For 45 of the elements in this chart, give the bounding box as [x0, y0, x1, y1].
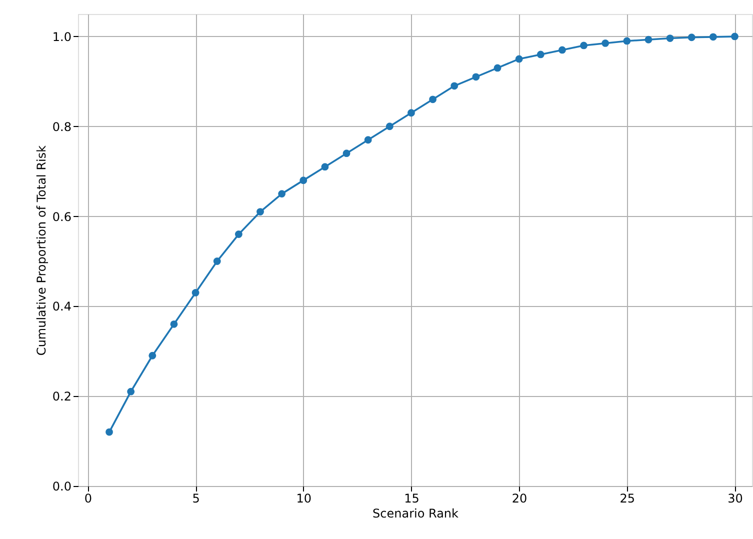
point — [580, 42, 588, 50]
x-tick-label: 15 — [404, 492, 420, 506]
point — [342, 150, 350, 158]
x-tick-label: 25 — [620, 492, 636, 506]
point — [709, 33, 717, 41]
point — [386, 122, 394, 130]
point — [408, 109, 415, 117]
point — [731, 32, 738, 40]
point — [192, 289, 200, 296]
point — [450, 82, 458, 90]
point — [623, 37, 631, 45]
y-tick-label: 0.6 — [52, 210, 72, 224]
point — [213, 258, 221, 265]
y-tick-label: 0.4 — [52, 300, 72, 314]
y-tick-label: 0.0 — [52, 480, 72, 494]
point — [364, 136, 372, 144]
point — [321, 163, 329, 171]
point — [127, 388, 135, 396]
point — [536, 50, 544, 58]
point — [234, 230, 242, 238]
point — [106, 428, 113, 436]
x-axis-title: Scenario Rank — [372, 506, 459, 520]
point — [256, 208, 264, 216]
point — [644, 36, 652, 44]
point — [515, 55, 523, 63]
x-tick-label: 0 — [84, 492, 92, 506]
x-tick-label: 5 — [192, 492, 200, 506]
point — [148, 352, 156, 360]
point — [472, 73, 480, 81]
x-tick-label: 20 — [512, 492, 528, 506]
point — [494, 64, 502, 72]
point — [300, 176, 308, 184]
point — [666, 34, 674, 42]
x-tick-label: 30 — [728, 492, 743, 506]
point — [558, 46, 566, 54]
x-tick-label: 10 — [296, 492, 312, 506]
y-tick-label: 0.2 — [52, 390, 72, 404]
point — [602, 40, 610, 47]
y-tick-label: 0.8 — [52, 120, 72, 134]
y-tick-label: 1.0 — [52, 30, 72, 44]
point — [278, 190, 286, 198]
point — [170, 320, 178, 328]
y-axis-title: Cumulative Proportion of Total Risk — [34, 145, 48, 356]
point — [429, 96, 436, 104]
point — [688, 34, 696, 42]
